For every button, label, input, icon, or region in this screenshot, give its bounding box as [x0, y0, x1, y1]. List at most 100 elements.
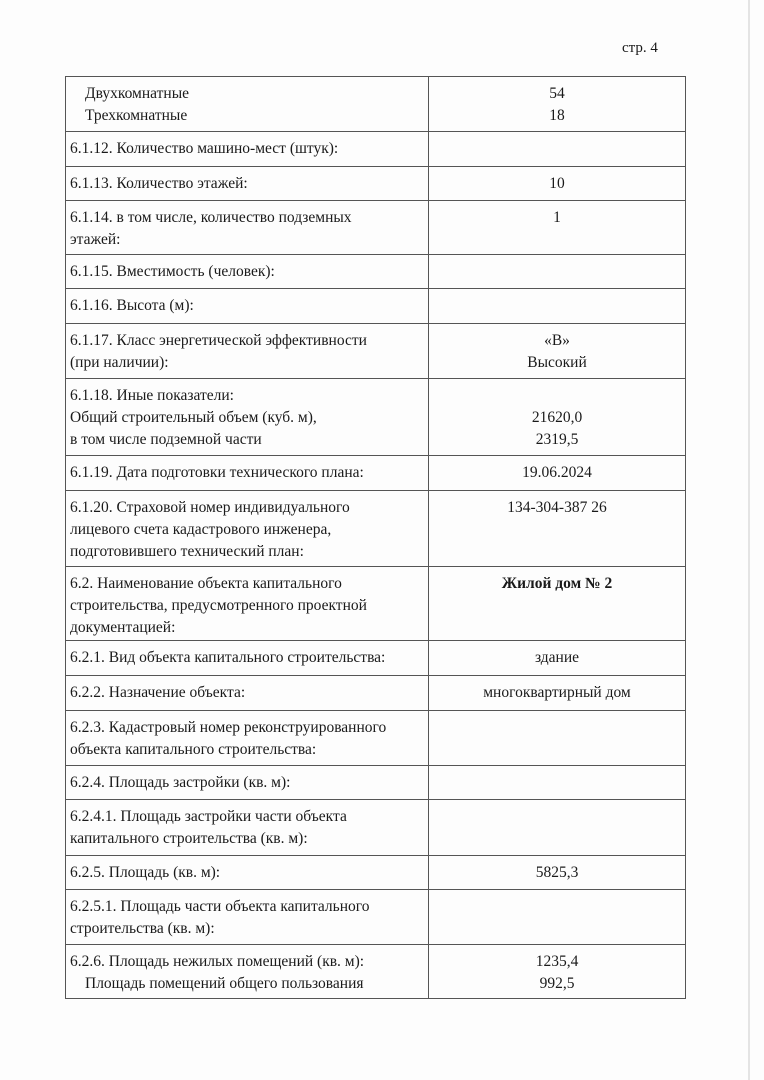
value-cell: здание: [428, 640, 686, 676]
label-line: 6.2.6. Площадь нежилых помещений (кв. м)…: [70, 953, 365, 970]
value-line: 134-304-387 26: [507, 499, 607, 516]
label-cell: 6.1.18. Иные показатели: Общий строительн…: [65, 378, 429, 456]
value-cell: 54 18: [428, 76, 686, 132]
value-line: 1235,4: [535, 953, 579, 970]
label-line: 6.1.13. Количество этажей:: [70, 175, 248, 192]
value-cell: [428, 131, 686, 167]
value-line: Жилой дом № 2: [501, 575, 613, 592]
label-line: 6.1.19. Дата подготовки технического пла…: [70, 464, 364, 481]
value-line: 5825,3: [535, 864, 579, 881]
value-cell: 10: [428, 166, 686, 201]
table-row: 6.1.15. Вместимость (человек):: [65, 254, 686, 289]
value-cell: 5825,3: [428, 855, 686, 890]
value-cell: [428, 288, 686, 324]
table-row: 6.1.19. Дата подготовки технического пла…: [65, 455, 686, 491]
label-line: 6.1.15. Вместимость (человек):: [70, 263, 275, 280]
value-line: 19.06.2024: [522, 464, 592, 481]
label-cell: 6.2.3. Кадастровый номер реконструирован…: [65, 710, 429, 766]
value-cell: [428, 765, 686, 800]
value-line: 21620,0: [531, 409, 583, 426]
label-line: 6.1.14. в том числе, количество подземны…: [70, 209, 352, 226]
value-line: 1: [553, 209, 561, 226]
page-number: стр. 4: [622, 40, 658, 56]
technical-data-table: Двухкомнатные Трехкомнатные 54 18 6.1.12. Ко…: [65, 76, 686, 999]
label-line: в том числе подземной части: [70, 431, 262, 448]
value-cell: [428, 254, 686, 289]
value-line: «В»: [544, 332, 570, 349]
label-cell: 6.1.12. Количество машино-мест (штук):: [65, 131, 429, 167]
label-cell: 6.2. Наименование объекта капитального ст…: [65, 566, 429, 641]
label-line: 6.1.20. Страховой номер индивидуального: [70, 499, 350, 516]
label-cell: 6.1.20. Страховой номер индивидуального л…: [65, 490, 429, 567]
label-line: подготовившего технический план:: [70, 543, 304, 560]
table-row: 6.1.18. Иные показатели: Общий строительн…: [65, 378, 686, 456]
label-line: 6.1.12. Количество машино-мест (штук):: [70, 140, 339, 157]
value-cell: 1: [428, 200, 686, 255]
label-cell: Двухкомнатные Трехкомнатные: [65, 76, 429, 132]
table-row: 6.1.20. Страховой номер индивидуального л…: [65, 490, 686, 567]
label-line: лицевого счета кадастрового инженера,: [70, 521, 332, 538]
value-cell: [428, 889, 686, 945]
label-line: 6.2.4.1. Площадь застройки части объекта: [70, 808, 347, 825]
scan-edge: [748, 0, 750, 1080]
table-row: 6.2.4. Площадь застройки (кв. м):: [65, 765, 686, 800]
label-line: Общий строительный объем (куб. м),: [70, 409, 317, 426]
label-line: 6.1.18. Иные показатели:: [70, 387, 234, 404]
value-line: [433, 385, 681, 407]
label-cell: 6.1.16. Высота (м):: [65, 288, 429, 324]
table-row: 6.2.5.1. Площадь части объекта капитальн…: [65, 889, 686, 945]
value-cell: Жилой дом № 2: [428, 566, 686, 641]
table-row: 6.2.5. Площадь (кв. м): 5825,3: [65, 855, 686, 890]
label-cell: 6.2.2. Назначение объекта:: [65, 675, 429, 711]
value-line: 992,5: [539, 975, 575, 992]
value-line: 18: [549, 107, 565, 124]
table-row: 6.2. Наименование объекта капитального ст…: [65, 566, 686, 641]
label-line: этажей:: [70, 231, 121, 248]
value-cell: многоквартирный дом: [428, 675, 686, 711]
label-line: объекта капитального строительства:: [70, 741, 317, 758]
label-line: 6.2.4. Площадь застройки (кв. м):: [70, 774, 291, 791]
table-row: 6.1.14. в том числе, количество подземны…: [65, 200, 686, 255]
table-row: 6.2.4.1. Площадь застройки части объекта…: [65, 799, 686, 856]
table-row: 6.2.6. Площадь нежилых помещений (кв. м)…: [65, 944, 686, 999]
table-row: 6.1.13. Количество этажей: 10: [65, 166, 686, 201]
label-cell: 6.2.6. Площадь нежилых помещений (кв. м)…: [65, 944, 429, 999]
label-cell: 6.1.17. Класс энергетической эффективнос…: [65, 323, 429, 379]
label-cell: 6.1.14. в том числе, количество подземны…: [65, 200, 429, 255]
label-line: Двухкомнатные: [85, 85, 190, 102]
table-row: 6.1.12. Количество машино-мест (штук):: [65, 131, 686, 167]
label-cell: 6.2.1. Вид объекта капитального строител…: [65, 640, 429, 676]
label-cell: 6.1.13. Количество этажей:: [65, 166, 429, 201]
value-cell: «В» Высокий: [428, 323, 686, 379]
label-line: 6.2.2. Назначение объекта:: [70, 684, 246, 701]
value-line: Высокий: [527, 354, 587, 371]
value-line: многоквартирный дом: [483, 684, 631, 701]
value-cell: [428, 799, 686, 856]
value-line: здание: [534, 649, 580, 666]
label-cell: 6.2.5.1. Площадь части объекта капитальн…: [65, 889, 429, 945]
table-row: 6.2.1. Вид объекта капитального строител…: [65, 640, 686, 676]
value-cell: 21620,0 2319,5: [428, 378, 686, 456]
value-cell: 134-304-387 26: [428, 490, 686, 567]
label-line: (при наличии):: [70, 354, 169, 371]
value-line: 2319,5: [535, 431, 579, 448]
label-line: 6.2.1. Вид объекта капитального строител…: [70, 649, 386, 666]
table-row: 6.2.3. Кадастровый номер реконструирован…: [65, 710, 686, 766]
label-line: Площадь помещений общего пользования: [85, 975, 364, 992]
value-line: 54: [549, 85, 565, 102]
label-line: 6.1.17. Класс энергетической эффективнос…: [70, 332, 367, 349]
label-line: 6.1.16. Высота (м):: [70, 297, 194, 314]
label-cell: 6.1.19. Дата подготовки технического пла…: [65, 455, 429, 491]
table-row: 6.1.16. Высота (м):: [65, 288, 686, 324]
value-line: 10: [549, 175, 565, 192]
label-cell: 6.2.5. Площадь (кв. м):: [65, 855, 429, 890]
label-line: 6.2.5. Площадь (кв. м):: [70, 864, 221, 881]
value-cell: [428, 710, 686, 766]
label-cell: 6.1.15. Вместимость (человек):: [65, 254, 429, 289]
value-cell: 19.06.2024: [428, 455, 686, 491]
label-line: 6.2.5.1. Площадь части объекта капитальн…: [70, 898, 370, 915]
label-line: 6.2. Наименование объекта капитального: [70, 575, 342, 592]
label-line: 6.2.3. Кадастровый номер реконструирован…: [70, 719, 387, 736]
label-line: Трехкомнатные: [85, 107, 188, 124]
label-line: строительства, предусмотренного проектно…: [70, 597, 367, 614]
